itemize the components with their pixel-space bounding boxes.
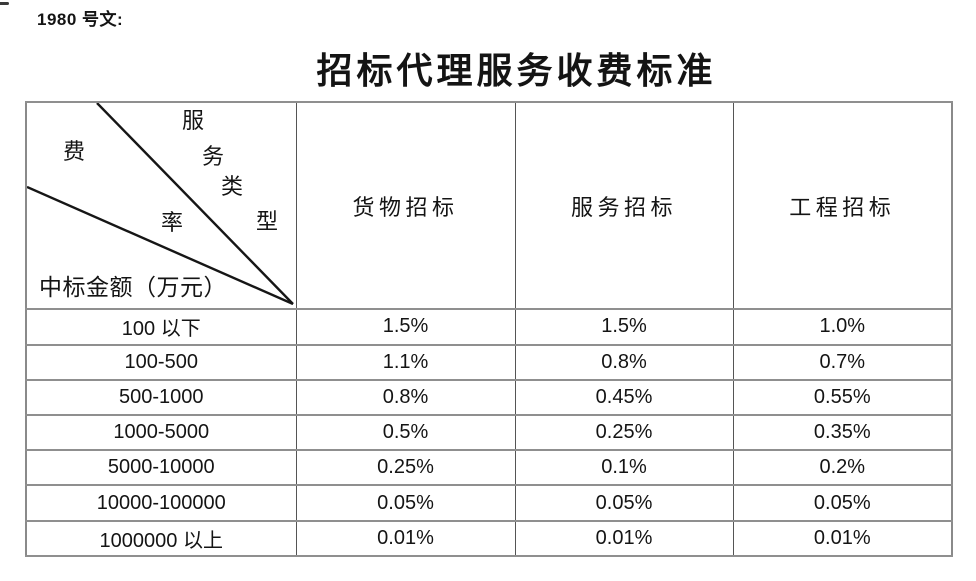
table-row: 10000-100000 0.05% 0.05% 0.05% bbox=[25, 484, 953, 522]
amount-range-cell: 500-1000 bbox=[25, 378, 297, 417]
corner-amount-axis-label: 中标金额（万元） bbox=[39, 275, 227, 300]
rate-cell: 0.8% bbox=[514, 343, 734, 381]
rate-cell: 1.5% bbox=[514, 308, 734, 346]
rate-cell: 0.5% bbox=[295, 414, 516, 452]
diagonal-divider-lines bbox=[27, 104, 294, 305]
corner-service-type-char: 服 bbox=[181, 108, 205, 133]
table-row: 1000-5000 0.5% 0.25% 0.35% bbox=[25, 414, 953, 452]
amount-range-cell: 100 以下 bbox=[25, 308, 297, 346]
doc-ref-label: 1980 号文: bbox=[37, 10, 124, 29]
table-row: 500-1000 0.8% 0.45% 0.55% bbox=[25, 378, 953, 417]
corner-service-type-char: 类 bbox=[220, 174, 244, 199]
table-row: 5000-10000 0.25% 0.1% 0.2% bbox=[25, 449, 953, 487]
amount-range-cell: 5000-10000 bbox=[25, 449, 297, 487]
table-row: 100-500 1.1% 0.8% 0.7% bbox=[25, 343, 953, 381]
scan-artifact bbox=[0, 2, 9, 5]
amount-range-cell: 1000000 以上 bbox=[25, 519, 297, 558]
rate-cell: 0.01% bbox=[295, 519, 516, 558]
rate-cell: 0.45% bbox=[514, 378, 734, 417]
rate-cell: 1.0% bbox=[732, 308, 953, 346]
rate-cell: 0.25% bbox=[295, 449, 516, 487]
table-row: 1000000 以上 0.01% 0.01% 0.01% bbox=[25, 519, 953, 558]
rate-cell: 0.25% bbox=[514, 414, 734, 452]
rate-cell: 0.01% bbox=[514, 519, 734, 558]
amount-range-cell: 1000-5000 bbox=[25, 414, 297, 452]
amount-range-cell: 10000-100000 bbox=[25, 484, 297, 522]
rate-cell: 0.8% bbox=[295, 378, 516, 417]
rate-cell: 0.35% bbox=[732, 414, 953, 452]
column-header-service: 服务招标 bbox=[514, 100, 734, 311]
fee-table: 费 率 服 务 类 型 中标金额（万元） 货物招标 服务招标 工程招标 100 … bbox=[25, 100, 953, 558]
corner-fee-char: 率 bbox=[160, 210, 184, 235]
rate-cell: 1.5% bbox=[295, 308, 516, 346]
column-header-engineering: 工程招标 bbox=[732, 100, 953, 311]
rate-cell: 0.55% bbox=[732, 378, 953, 417]
rate-cell: 0.7% bbox=[732, 343, 953, 381]
diagonal-header-cell: 费 率 服 务 类 型 中标金额（万元） bbox=[25, 100, 297, 311]
table-row: 100 以下 1.5% 1.5% 1.0% bbox=[25, 308, 953, 346]
page-title: 招标代理服务收费标准 bbox=[316, 51, 717, 91]
rate-cell: 1.1% bbox=[295, 343, 516, 381]
amount-range-cell: 100-500 bbox=[25, 343, 297, 381]
rate-cell: 0.01% bbox=[732, 519, 953, 558]
corner-service-type-char: 务 bbox=[201, 144, 225, 169]
column-header-goods: 货物招标 bbox=[295, 100, 516, 311]
rate-cell: 0.1% bbox=[514, 449, 734, 487]
table-header-row: 费 率 服 务 类 型 中标金额（万元） 货物招标 服务招标 工程招标 bbox=[25, 100, 953, 311]
rate-cell: 0.2% bbox=[732, 449, 953, 487]
rate-cell: 0.05% bbox=[295, 484, 516, 522]
corner-service-type-char: 型 bbox=[255, 209, 279, 234]
rate-cell: 0.05% bbox=[732, 484, 953, 522]
corner-fee-char: 费 bbox=[62, 139, 86, 164]
rate-cell: 0.05% bbox=[514, 484, 734, 522]
